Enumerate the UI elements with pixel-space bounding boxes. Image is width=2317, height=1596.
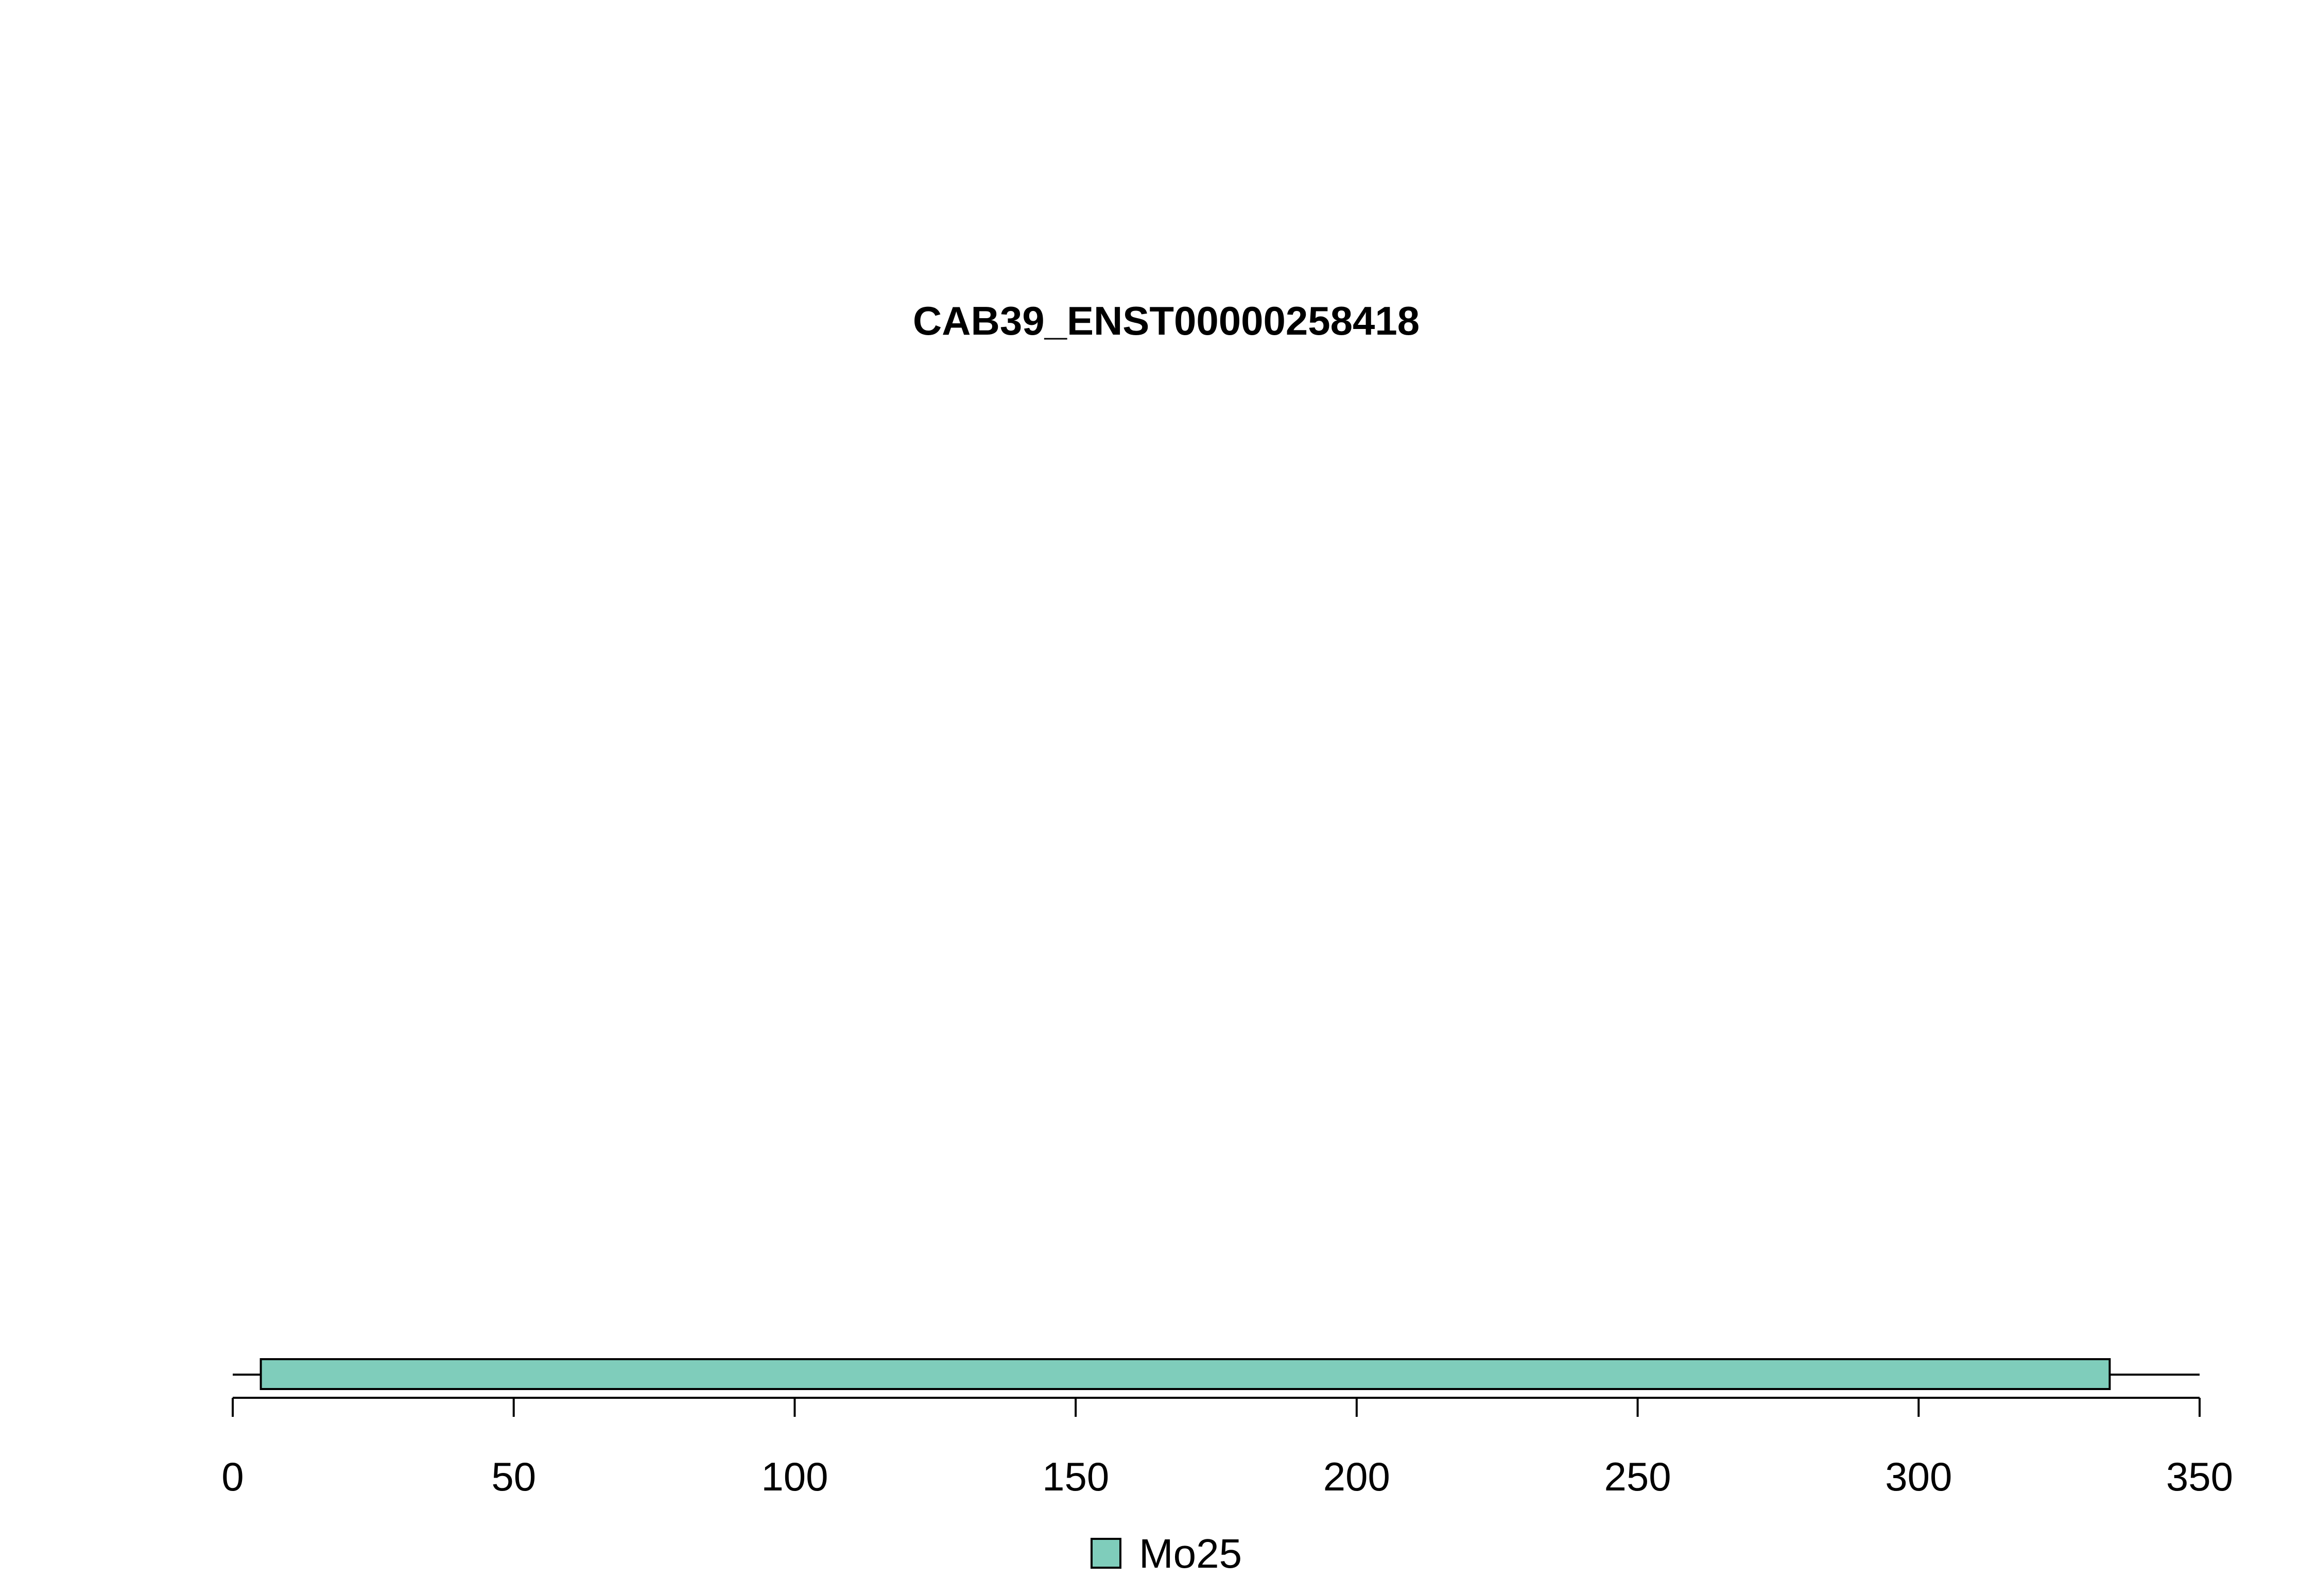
x-tick-label: 350 <box>2166 1454 2233 1499</box>
domain-layer <box>260 1358 2111 1390</box>
x-tick-label: 250 <box>1604 1454 1671 1499</box>
chart-title: CAB39_ENST00000258418 <box>913 298 1420 343</box>
legend: Mo25 <box>1091 1531 1242 1576</box>
x-tick-label: 100 <box>761 1454 828 1499</box>
legend-swatch-mo25 <box>1091 1538 1121 1569</box>
x-tick-label: 50 <box>491 1454 536 1499</box>
x-tick-label: 300 <box>1885 1454 1952 1499</box>
x-tick-label: 0 <box>221 1454 244 1499</box>
domain-bar-mo25 <box>260 1358 2111 1390</box>
x-axis: 0 50 100 150 200 250 300 350 <box>221 1397 2233 1499</box>
x-tick-label: 150 <box>1042 1454 1109 1499</box>
legend-label-mo25: Mo25 <box>1139 1531 1242 1576</box>
x-tick-label: 200 <box>1323 1454 1390 1499</box>
